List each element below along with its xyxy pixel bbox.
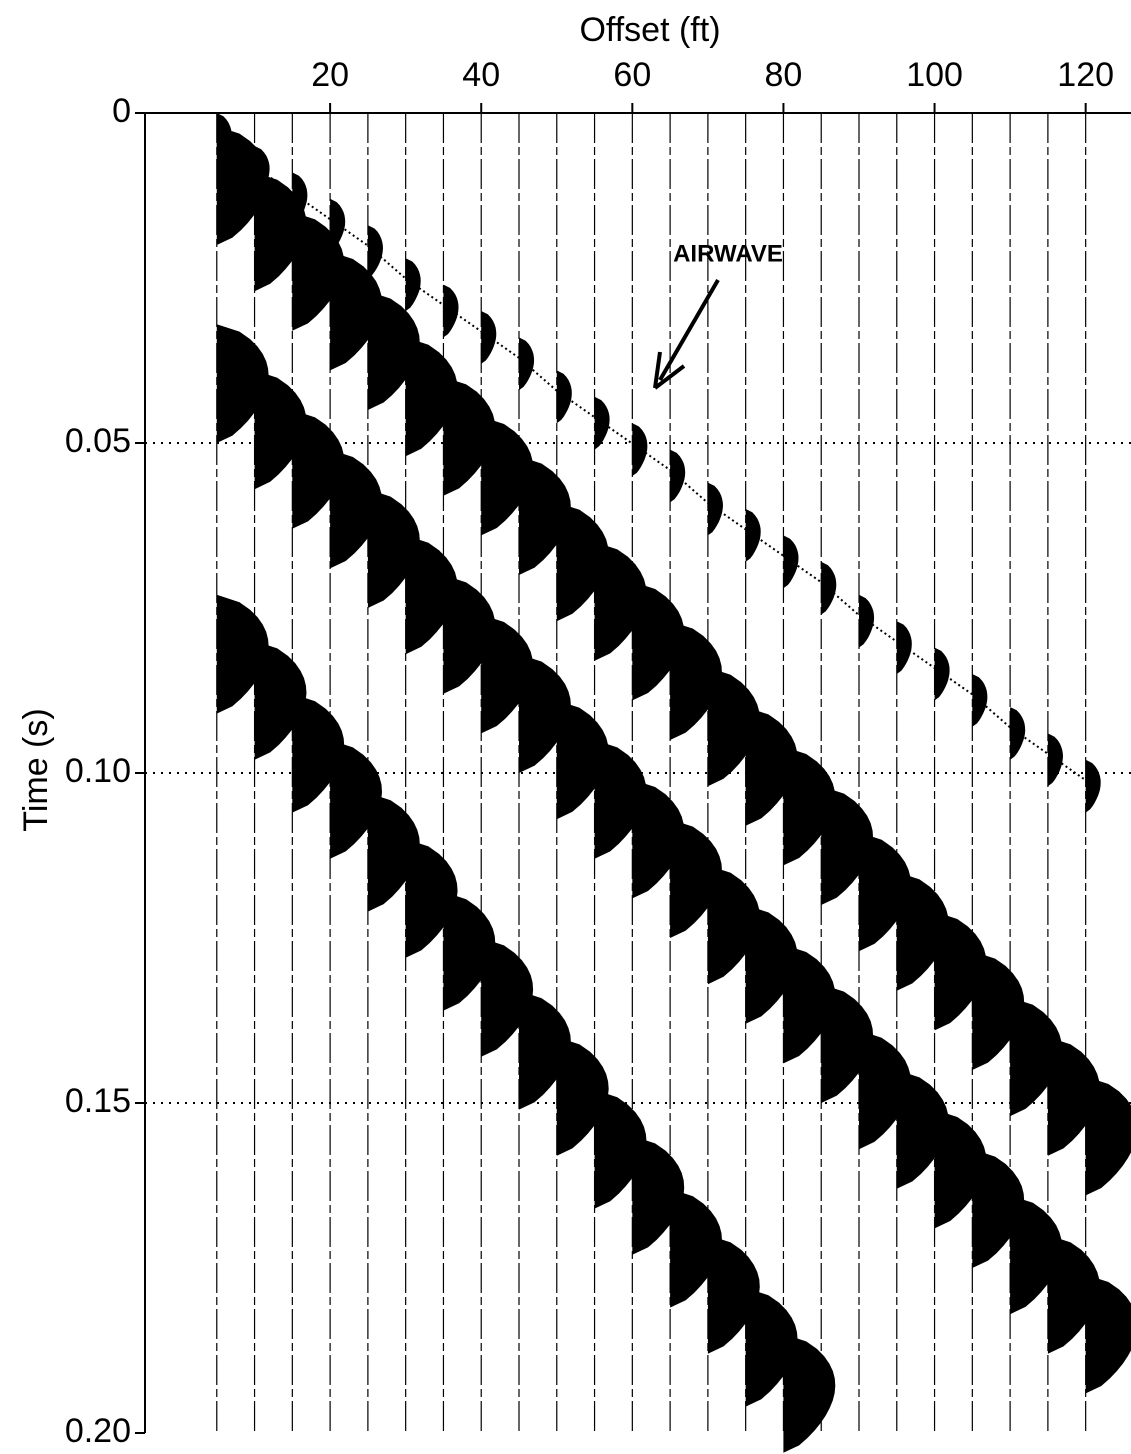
wavelet [859, 1030, 911, 1150]
wavelet [443, 891, 496, 1011]
wavelet [594, 542, 647, 661]
x-tick-label: 80 [765, 56, 803, 94]
wavelet [896, 872, 949, 991]
wavelet [216, 126, 269, 245]
wavelet [481, 938, 534, 1057]
y-tick-label: 0.05 [65, 422, 131, 460]
wavelet [670, 819, 722, 938]
y-axis-label: Time (s) [17, 708, 55, 831]
wavelet [707, 667, 760, 787]
wavelet [216, 594, 269, 714]
wavelet [1085, 1274, 1131, 1394]
wavelet [670, 1188, 722, 1308]
wavelet [254, 172, 307, 292]
wavelet [670, 449, 686, 503]
wavelet [632, 1136, 685, 1255]
wavelet [896, 621, 912, 674]
wavelet [1047, 1037, 1100, 1156]
wavelet [330, 449, 382, 569]
wavelet [934, 1109, 987, 1229]
wavelet [367, 291, 420, 410]
wavelet [519, 990, 571, 1110]
wavelet [594, 396, 610, 450]
annotation-arrow [653, 278, 720, 390]
y-tick-label: 0.15 [65, 1082, 131, 1120]
wavelet [556, 700, 609, 820]
wavelet [1010, 1195, 1062, 1315]
wavelet [821, 561, 837, 615]
wavelet [821, 984, 874, 1103]
wavelet [783, 746, 836, 866]
wavelet [1085, 759, 1101, 813]
wavelet [367, 225, 383, 278]
wavelet [707, 1235, 760, 1354]
wavelet [367, 489, 420, 608]
wavelet [405, 839, 458, 958]
wavelet [859, 594, 875, 648]
wavelet [405, 258, 421, 311]
wavelet [216, 324, 269, 443]
wavelet [783, 1334, 836, 1453]
wavelet [859, 832, 911, 952]
wavelet [783, 535, 799, 589]
wavelet [1047, 733, 1063, 787]
wavelet [367, 792, 420, 912]
wavelet [594, 1089, 647, 1209]
wavelet [330, 251, 382, 371]
wavelet [254, 641, 307, 760]
x-tick-label: 60 [613, 56, 651, 94]
wavelet [707, 865, 760, 985]
x-tick-label: 40 [462, 56, 500, 94]
wavelet [519, 654, 571, 773]
wavelet [292, 410, 345, 529]
wavelet [594, 740, 647, 859]
wavelet [443, 575, 496, 694]
wavelet [972, 1149, 1025, 1268]
wavelet [670, 621, 722, 740]
wavelet [632, 779, 685, 899]
wavelet [519, 456, 571, 575]
x-tick-label: 20 [311, 56, 349, 94]
wavelet [254, 370, 307, 490]
wavelet [443, 284, 459, 338]
wavelet [292, 212, 345, 331]
wavelet [1010, 997, 1062, 1117]
wavelet [330, 740, 382, 859]
airwave-line [216, 132, 1087, 782]
wavelet [896, 1070, 949, 1189]
wavelet [821, 786, 874, 905]
x-axis-label: Offset (ft) [579, 11, 720, 49]
wavelet [292, 693, 345, 813]
wavelet [1085, 1076, 1131, 1196]
y-tick-label: 0.10 [65, 752, 131, 790]
wavelet [481, 614, 534, 734]
wavelet [405, 535, 458, 655]
wavelet [745, 707, 798, 826]
wavelet [632, 581, 685, 701]
wavelet [443, 377, 496, 496]
wavelet [972, 951, 1025, 1070]
y-tick-label: 0.20 [65, 1412, 131, 1450]
wavelet [556, 1037, 609, 1156]
wavelet [745, 1287, 798, 1407]
x-tick-label: 120 [1057, 56, 1114, 94]
wavelet [632, 423, 648, 476]
y-tick-label: 0 [112, 92, 131, 130]
annotation: AIRWAVE [673, 240, 783, 267]
x-tick-label: 100 [906, 56, 963, 94]
wavelet [556, 502, 609, 622]
wavelet [783, 944, 836, 1064]
wavelet [405, 337, 458, 457]
wavelet [1047, 1235, 1100, 1354]
wavelet [745, 905, 798, 1024]
wavelet [934, 911, 987, 1031]
wavelet [481, 416, 534, 536]
